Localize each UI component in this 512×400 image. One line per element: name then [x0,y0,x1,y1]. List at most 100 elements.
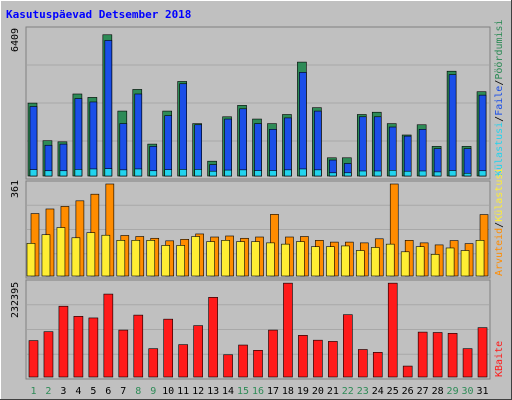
bar-sites [146,240,156,277]
bar-hits [418,170,427,177]
x-tick-label: 11 [177,386,189,397]
bar-hits [358,170,367,177]
bar-hits [134,168,143,177]
x-tick-label: 13 [207,386,219,397]
x-tick-label: 8 [135,386,141,397]
bar-sites [445,247,455,277]
x-tick-label: 28 [432,386,444,397]
x-tick-label: 31 [476,386,488,397]
bar-hits [104,168,113,177]
bar-files [299,72,307,177]
bar-kbytes [73,316,84,378]
bar-kbytes [238,344,248,378]
x-tick-label: 2 [45,386,51,397]
bar-kbytes [178,344,188,378]
bar-files [74,98,83,177]
bar-hits [44,170,53,177]
bar-hits [254,170,262,177]
bar-sites [355,250,365,277]
bar-files [284,117,292,177]
legend-sep-2: / [494,80,505,86]
bar-kbytes [432,332,443,378]
legend-files: Faile [494,86,505,116]
x-tick-label: 14 [222,386,234,397]
legend-top: Külastusi/Faile/Pöördumisi [494,19,505,176]
bar-sites [191,236,200,277]
bar-sites [176,245,185,277]
x-tick-label: 25 [387,386,399,397]
bar-kbytes [462,348,473,378]
x-tick-label: 15 [237,386,249,397]
bar-hits [299,168,307,177]
x-tick-label: 16 [252,386,264,397]
bar-kbytes [118,329,129,378]
max-label-mid: 361 [10,180,21,198]
x-tick-label: 23 [357,386,369,397]
bar-files [179,83,187,177]
bar-hits [314,169,322,177]
bar-hits [149,170,158,177]
x-axis-labels: 1 2 3 4 5 6 7 8 9 10 11 12 13 14 15 16 17 18 19 20 21 22 23 24 2… [30,386,488,397]
bar-hits [478,170,487,177]
legend-sites: Külastusi [494,168,505,222]
bar-files [418,129,427,177]
bar-files [194,124,202,177]
bar-hits [433,171,442,177]
bar-kbytes [103,293,114,378]
bar-sites [131,240,141,277]
bar-kbytes [402,365,413,378]
x-tick-label: 9 [150,386,156,397]
bar-sites [341,245,350,277]
bar-kbytes [88,317,99,378]
x-tick-label: 19 [297,386,309,397]
bar-sites [400,251,410,277]
bar-hits [224,169,232,177]
bar-hits [194,169,202,177]
bars-visits-sites [26,183,489,277]
bar-hits [74,169,83,177]
bar-hits [463,172,472,177]
x-tick-label: 7 [120,386,126,397]
bar-hits [29,169,38,177]
bar-kbytes [477,327,488,378]
x-tick-label: 6 [105,386,111,397]
legend-sep-1: / [494,116,505,122]
bar-files [314,110,322,177]
bar-hits [59,170,68,177]
x-tick-label: 29 [447,386,459,397]
bar-files [358,116,367,177]
bar-kbytes [223,354,233,378]
bar-hits [164,169,173,177]
bar-kbytes [268,329,278,378]
bar-sites [266,242,275,277]
bar-sites [71,237,81,277]
bar-sites [311,246,320,277]
bar-kbytes [447,333,458,378]
legend-sep-3: / [494,222,505,228]
bar-hits [284,169,292,177]
bar-kbytes [148,348,159,378]
bar-hits [329,172,337,177]
bar-sites [101,234,111,277]
bar-files [463,148,472,177]
x-tick-label: 1 [30,386,36,397]
bar-files [403,135,412,177]
legend-bot: KBaite [494,341,505,377]
bar-hits [209,170,217,177]
bar-files [388,126,397,177]
bar-hits [179,169,187,177]
bar-kbytes [193,325,203,378]
bar-files [448,74,457,177]
bar-sites [415,246,425,277]
bar-files [89,101,98,177]
bar-kbytes [133,314,144,378]
bar-sites [475,240,485,277]
bar-kbytes [298,335,308,378]
bar-sites [326,246,335,277]
bar-sites [56,227,66,277]
legend-kbytes: KBaite [494,341,505,377]
x-tick-label: 24 [372,386,384,397]
bar-kbytes [283,282,293,378]
